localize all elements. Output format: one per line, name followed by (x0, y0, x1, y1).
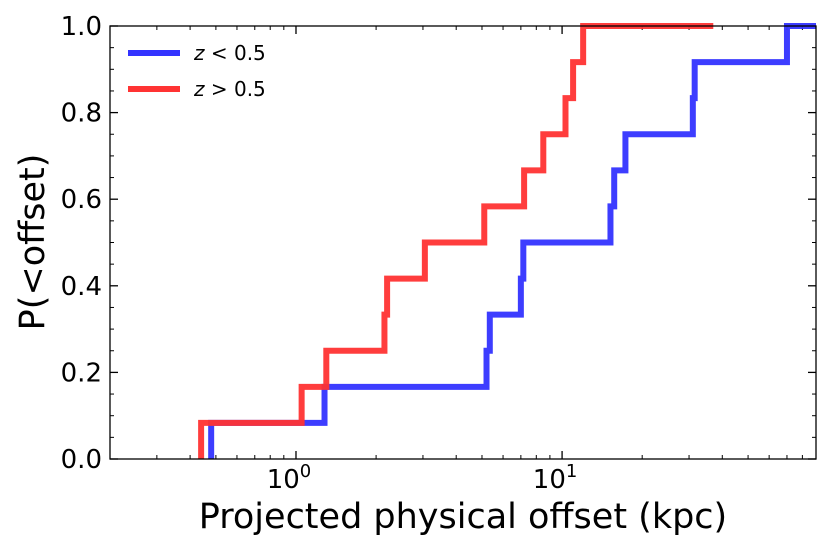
y-tick-label: 0.0 (61, 445, 102, 475)
series-line-high-z (198, 23, 714, 459)
y-tick-label: 0.8 (61, 99, 102, 129)
y-tick-label: 1.0 (61, 12, 102, 42)
series-layer (198, 23, 816, 459)
legend-label-low-z: z < 0.5 (193, 41, 266, 65)
legend-label-high-z: z > 0.5 (193, 77, 266, 101)
y-tick-label: 0.4 (61, 272, 102, 302)
x-axis-title: Projected physical offset (kpc) (199, 497, 727, 537)
y-tick-label: 0.6 (61, 185, 102, 215)
y-axis-title: P(<offset) (13, 154, 53, 331)
legend: z < 0.5 z > 0.5 (128, 41, 266, 101)
x-tick-label: 101 (533, 461, 578, 495)
x-tick-label: 100 (267, 461, 312, 495)
tick-labels: 0.0 0.2 0.4 0.6 0.8 1.0 100 101 (61, 12, 578, 495)
series-line-low-z (208, 23, 816, 459)
y-tick-label: 0.2 (61, 358, 102, 388)
plot-frame (109, 25, 817, 460)
